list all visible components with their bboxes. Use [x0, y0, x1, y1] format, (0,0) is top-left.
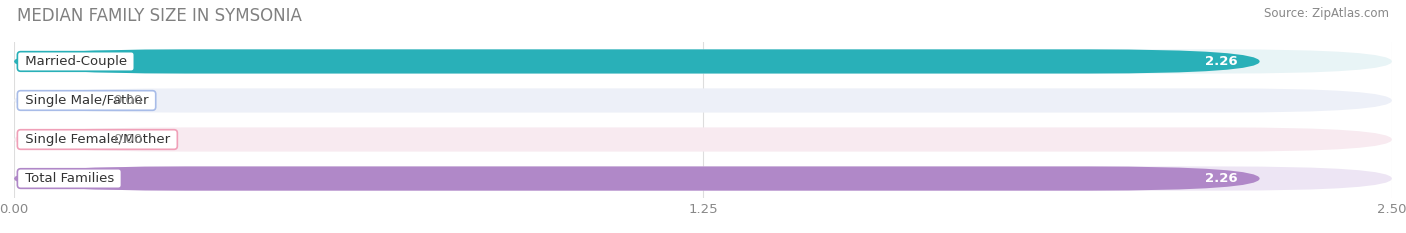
Text: Married-Couple: Married-Couple — [21, 55, 131, 68]
Text: 2.26: 2.26 — [1205, 172, 1237, 185]
Text: MEDIAN FAMILY SIZE IN SYMSONIA: MEDIAN FAMILY SIZE IN SYMSONIA — [17, 7, 302, 25]
FancyBboxPatch shape — [14, 166, 1392, 191]
FancyBboxPatch shape — [14, 88, 1392, 113]
FancyBboxPatch shape — [14, 127, 1392, 152]
FancyBboxPatch shape — [14, 166, 1260, 191]
FancyBboxPatch shape — [14, 49, 1260, 74]
FancyBboxPatch shape — [14, 49, 1392, 74]
Text: Total Families: Total Families — [21, 172, 118, 185]
Text: Single Male/Father: Single Male/Father — [21, 94, 152, 107]
Text: Source: ZipAtlas.com: Source: ZipAtlas.com — [1264, 7, 1389, 20]
Text: 0.00: 0.00 — [114, 94, 142, 107]
Text: 0.00: 0.00 — [114, 133, 142, 146]
Text: 2.26: 2.26 — [1205, 55, 1237, 68]
Text: Single Female/Mother: Single Female/Mother — [21, 133, 174, 146]
